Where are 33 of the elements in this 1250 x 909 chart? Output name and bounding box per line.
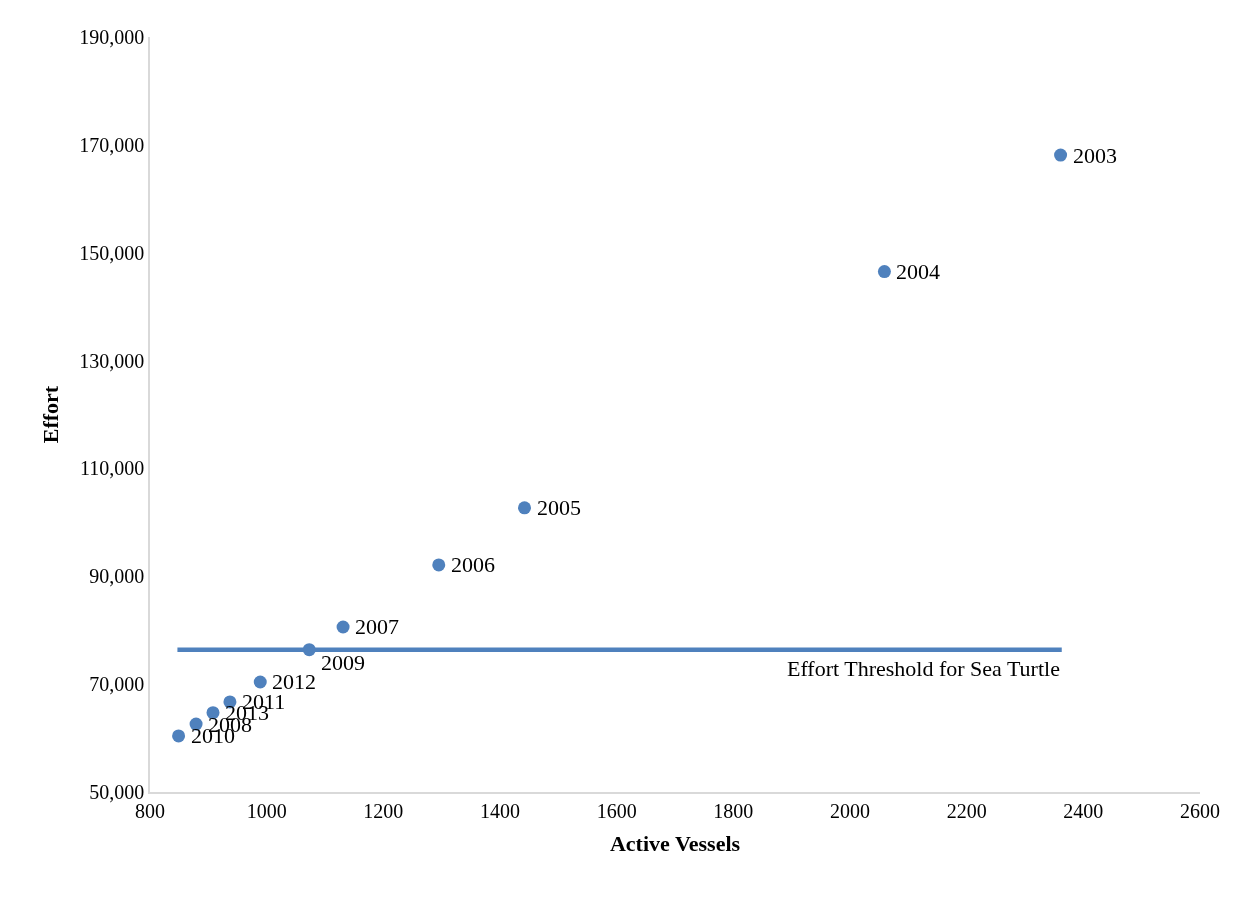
annotation: 2007 xyxy=(355,614,399,639)
y-axis-title: Effort xyxy=(37,385,63,444)
x-tick-label: 2200 xyxy=(946,799,987,822)
x-tick-label: 1800 xyxy=(713,799,754,822)
annotation: 2012 xyxy=(272,669,316,694)
annotation: Effort Threshold for Sea Turtle xyxy=(787,656,1060,681)
annotation: 2003 xyxy=(1073,143,1117,168)
annotation: 2004 xyxy=(896,259,940,284)
y-tick-label: 150,000 xyxy=(79,241,145,264)
y-tick-label: 110,000 xyxy=(79,457,145,480)
point xyxy=(1054,148,1068,162)
annotation: 2009 xyxy=(321,650,365,675)
x-tick-label: 1600 xyxy=(596,799,637,822)
point xyxy=(432,558,446,572)
annotation: 2005 xyxy=(537,495,581,520)
y-tick-label: 70,000 xyxy=(89,673,145,696)
x-tick-label: 2000 xyxy=(830,799,870,822)
y-tick-label: 190,000 xyxy=(79,26,145,48)
x-tick-label: 1000 xyxy=(246,799,287,822)
point xyxy=(172,729,186,743)
point xyxy=(877,265,891,279)
y-tick-label: 130,000 xyxy=(79,349,145,372)
x-tick-label: 2600 xyxy=(1180,799,1220,822)
annotation: 2006 xyxy=(451,552,495,577)
point xyxy=(253,675,267,689)
y-tick-label: 170,000 xyxy=(79,133,145,156)
x-tick-label: 2400 xyxy=(1063,799,1104,822)
y-tick-label: 90,000 xyxy=(89,565,145,588)
point xyxy=(336,620,350,634)
x-axis-title: Active Vessels xyxy=(609,831,741,857)
point xyxy=(518,501,531,515)
x-tick-label: 1200 xyxy=(363,799,404,822)
x-tick-label: 1400 xyxy=(480,799,520,822)
